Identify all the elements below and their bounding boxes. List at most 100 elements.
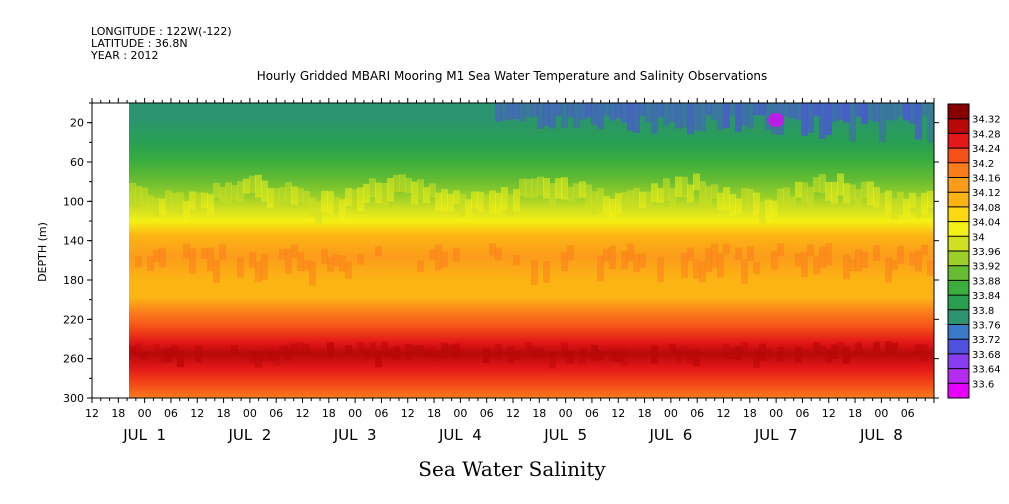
deep-core-cell [819, 345, 826, 355]
x-hour-label: 18 [427, 407, 441, 420]
colorbar-swatch [948, 280, 969, 296]
colorbar-label: 33.76 [972, 321, 1001, 332]
deep-core-cell [723, 343, 730, 360]
surface-fresh-cell [519, 103, 526, 122]
surface-fresh-cell [579, 103, 586, 120]
deep-core-cell [387, 348, 394, 357]
deep-core-cell [579, 347, 586, 365]
deep-core-cell [429, 345, 436, 359]
mid-depth-cell [681, 252, 688, 279]
mid-depth-cell [441, 251, 448, 268]
thermocline-cell [723, 187, 730, 211]
thermocline-cell [429, 183, 436, 198]
surface-fresh-cell [609, 103, 616, 121]
x-hour-label: 18 [638, 407, 652, 420]
x-hour-label: 12 [611, 407, 625, 420]
longitude-label: LONGITUDE : 122W(-122) [91, 25, 232, 38]
mid-depth-cell [495, 247, 502, 261]
x-hour-label: 06 [901, 407, 915, 420]
x-hour-label: 18 [532, 407, 546, 420]
thermocline-cell [213, 182, 220, 198]
deep-core-cell [381, 341, 388, 356]
thermocline-cell [609, 198, 616, 221]
surface-fresh-cell [537, 103, 544, 129]
deep-core-cell [837, 342, 844, 353]
deep-core-cell [171, 345, 178, 358]
latitude-label: LATITUDE : 36.8N [91, 37, 188, 50]
mid-depth-cell [891, 260, 898, 271]
thermocline-cell [831, 181, 838, 204]
mid-depth-cell [309, 260, 316, 286]
x-hour-label: 00 [874, 407, 888, 420]
surface-fresh-cell [675, 103, 682, 129]
mid-depth-cell [453, 247, 460, 262]
mid-depth-cell [657, 257, 664, 283]
deep-core-cell [261, 349, 268, 362]
x-day-label: JUL 3 [333, 426, 377, 444]
deep-core-cell [267, 348, 274, 362]
surface-fresh-cell [495, 103, 502, 122]
x-hour-label: 00 [138, 407, 152, 420]
surface-fresh-cell [735, 103, 742, 132]
deep-core-cell [669, 343, 676, 353]
thermocline-cell [231, 185, 238, 200]
deep-core-cell [525, 342, 532, 352]
deep-core-cell [153, 344, 160, 357]
thermocline-cell [201, 192, 208, 208]
thermocline-cell [603, 196, 610, 214]
thermocline-cell [129, 182, 136, 203]
thermocline-cell [531, 178, 538, 198]
mid-depth-cell [291, 244, 298, 258]
thermocline-cell [387, 177, 394, 202]
deep-core-cell [729, 348, 736, 360]
x-hour-label: 12 [401, 407, 415, 420]
thermocline-cell [417, 179, 424, 200]
thermocline-cell [525, 178, 532, 198]
thermocline-cell [393, 174, 400, 193]
deep-core-cell [681, 345, 688, 354]
deep-core-cell [279, 346, 286, 355]
thermocline-cell [375, 182, 382, 204]
colorbar-label: 34.08 [972, 203, 1001, 214]
surface-fresh-cell [615, 103, 622, 119]
thermocline-cell [165, 190, 172, 209]
surface-fresh-cell [873, 103, 880, 122]
x-hour-label: 18 [111, 407, 125, 420]
mid-depth-cell [513, 254, 520, 266]
thermocline-cell [333, 197, 340, 215]
thermocline-cell [639, 191, 646, 209]
thermocline-cell [555, 178, 562, 199]
deep-core-cell [297, 342, 304, 355]
surface-fresh-cell [891, 103, 898, 121]
surface-fresh-cell [627, 103, 634, 131]
y-axis-label: DEPTH (m) [36, 222, 49, 282]
colorbar-label: 34.04 [972, 218, 1001, 229]
thermocline-cell [489, 190, 496, 214]
surface-fresh-cell [921, 103, 928, 116]
deep-core-cell [591, 345, 598, 362]
y-tick-label: 20 [70, 117, 84, 130]
deep-core-cell [873, 341, 880, 351]
thermocline-cell [441, 188, 448, 213]
surface-fresh-cell [837, 103, 844, 120]
mid-depth-cell [777, 243, 784, 256]
mid-depth-cell [687, 247, 694, 262]
surface-fresh-cell [597, 103, 604, 129]
thermocline-cell [585, 184, 592, 207]
thermocline-cell [687, 184, 694, 203]
deep-core-cell [363, 347, 370, 361]
surface-fresh-cell [705, 103, 712, 116]
thermocline-cell [537, 176, 544, 196]
thermocline-cell [459, 193, 466, 217]
thermocline-cell [795, 181, 802, 198]
mid-depth-cell [417, 260, 424, 273]
deep-core-cell [141, 350, 148, 360]
thermocline-cell [549, 183, 556, 208]
mid-depth-cell [333, 254, 340, 267]
thermocline-cell [471, 191, 478, 209]
mid-depth-cell [339, 255, 346, 272]
deep-core-cell [855, 342, 862, 353]
thermocline-cell [921, 192, 928, 215]
thermocline-cell [777, 188, 784, 212]
thermocline-cell [567, 186, 574, 201]
